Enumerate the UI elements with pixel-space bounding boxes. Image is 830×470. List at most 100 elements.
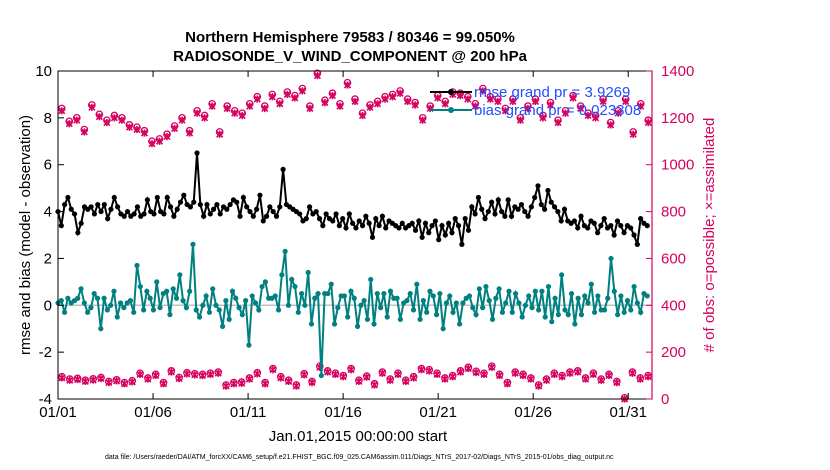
plot-background bbox=[58, 71, 652, 399]
bias-point bbox=[381, 290, 387, 297]
obs-assimilated-point bbox=[328, 92, 337, 100]
obs-assimilated-point bbox=[201, 114, 209, 122]
bias-point bbox=[279, 272, 285, 278]
obs-low-assimilated-point bbox=[222, 382, 230, 390]
bias-point bbox=[545, 283, 552, 290]
obs-low-assimilated-point bbox=[324, 368, 332, 376]
x-tick-label: 01/31 bbox=[609, 404, 647, 421]
rmse-point bbox=[270, 208, 276, 215]
bias-point bbox=[414, 281, 420, 287]
obs-low-assimilated-point bbox=[152, 371, 160, 380]
bias-point bbox=[582, 293, 588, 299]
bias-point bbox=[65, 295, 71, 301]
obs-low-assimilated-point bbox=[167, 368, 175, 376]
tick-labels: 01/01 01/06 01/11 01/16 01/21 01/26 01/31 -4 -2 0… bbox=[35, 63, 694, 421]
obs-low-assimilated-point bbox=[277, 374, 285, 382]
rmse-point bbox=[62, 201, 68, 208]
bias-point bbox=[519, 314, 525, 320]
bias-point bbox=[466, 293, 473, 299]
rmse-point bbox=[555, 208, 561, 215]
bias-point bbox=[246, 342, 252, 348]
rmse-point bbox=[465, 227, 472, 233]
obs-low-assimilated-point bbox=[214, 369, 222, 377]
bias-point bbox=[354, 323, 361, 329]
obs-assimilated-point bbox=[629, 130, 637, 138]
y-axis-left-label: rmse and bias (model - observation) bbox=[17, 115, 34, 355]
rmse-point bbox=[621, 230, 627, 236]
rmse-point bbox=[234, 199, 240, 205]
obs-low-assimilated-point bbox=[120, 380, 128, 388]
bias-point bbox=[78, 286, 84, 292]
rmse-point bbox=[181, 192, 187, 198]
rmse-point bbox=[201, 213, 207, 219]
rmse-point bbox=[436, 237, 442, 243]
obs-assimilated-point bbox=[411, 101, 419, 109]
legend-label-bias: bias grand pr = 0.023308 bbox=[474, 102, 641, 119]
obs-low-assimilated-point bbox=[292, 382, 300, 390]
rmse-point bbox=[614, 218, 621, 224]
bias-point bbox=[605, 295, 611, 301]
obs-assimilated-point bbox=[366, 103, 374, 111]
rmse-point bbox=[273, 213, 280, 219]
rmse-point bbox=[455, 223, 462, 229]
y-right-tick-label: 1400 bbox=[661, 63, 694, 80]
obs-low-assimilated-point bbox=[66, 376, 74, 384]
rmse-point bbox=[502, 213, 508, 219]
bias-point bbox=[58, 298, 64, 304]
plot-area bbox=[58, 71, 652, 399]
obs-low-assimilated-point bbox=[542, 376, 551, 384]
bias-point bbox=[450, 309, 456, 315]
rmse-point bbox=[313, 208, 319, 215]
rmse-point bbox=[227, 201, 233, 208]
rmse-point bbox=[303, 216, 309, 222]
rmse-point bbox=[237, 213, 243, 219]
bias-point bbox=[483, 283, 489, 290]
bias-point bbox=[137, 283, 143, 290]
bias-point bbox=[549, 319, 555, 325]
bias-point bbox=[591, 309, 598, 315]
rmse-point bbox=[217, 211, 223, 217]
obs-low-assimilated-point bbox=[535, 382, 543, 390]
rmse-point bbox=[618, 223, 624, 229]
bias-point bbox=[91, 290, 97, 297]
rmse-point bbox=[340, 216, 346, 222]
obs-assimilated-point bbox=[193, 109, 201, 117]
rmse-point bbox=[124, 208, 131, 215]
obs-assimilated-point bbox=[592, 114, 600, 122]
obs-assimilated-point bbox=[253, 95, 261, 103]
bias-point bbox=[499, 309, 506, 315]
bias-point bbox=[351, 295, 357, 301]
obs-assimilated-point bbox=[569, 94, 577, 102]
x-tick-label: 01/11 bbox=[230, 404, 266, 421]
bias-point bbox=[328, 281, 334, 287]
rmse-point bbox=[320, 223, 326, 229]
rmse-point bbox=[333, 211, 339, 217]
legend-marker-bias bbox=[448, 107, 454, 113]
bias-point bbox=[496, 286, 502, 292]
y-right-tick-label: 400 bbox=[661, 297, 686, 314]
rmse-point bbox=[538, 201, 544, 208]
obs-assimilated-point bbox=[546, 101, 555, 109]
bias-point bbox=[572, 321, 578, 327]
bias-point bbox=[272, 293, 278, 299]
bias-point bbox=[404, 298, 410, 304]
rmse-point bbox=[267, 204, 273, 210]
obs-low-assimilated-point bbox=[370, 381, 379, 389]
rmse-point bbox=[489, 199, 495, 205]
obs-assimilated-point bbox=[501, 107, 509, 115]
bias-point bbox=[430, 293, 436, 299]
x-tick-label: 01/21 bbox=[419, 404, 457, 421]
obs-low-assimilated-point bbox=[402, 377, 410, 386]
obs-assimilated-point bbox=[103, 118, 111, 127]
bias-point bbox=[493, 295, 499, 301]
bias-point bbox=[249, 293, 255, 299]
bias-point bbox=[453, 300, 459, 306]
rmse-point bbox=[174, 206, 180, 212]
bias-point bbox=[127, 298, 134, 304]
bias-point bbox=[108, 302, 114, 308]
rmse-point bbox=[101, 201, 107, 208]
rmse-point bbox=[75, 230, 81, 236]
obs-low-assimilated-point bbox=[441, 375, 449, 383]
bias-point bbox=[111, 288, 117, 294]
